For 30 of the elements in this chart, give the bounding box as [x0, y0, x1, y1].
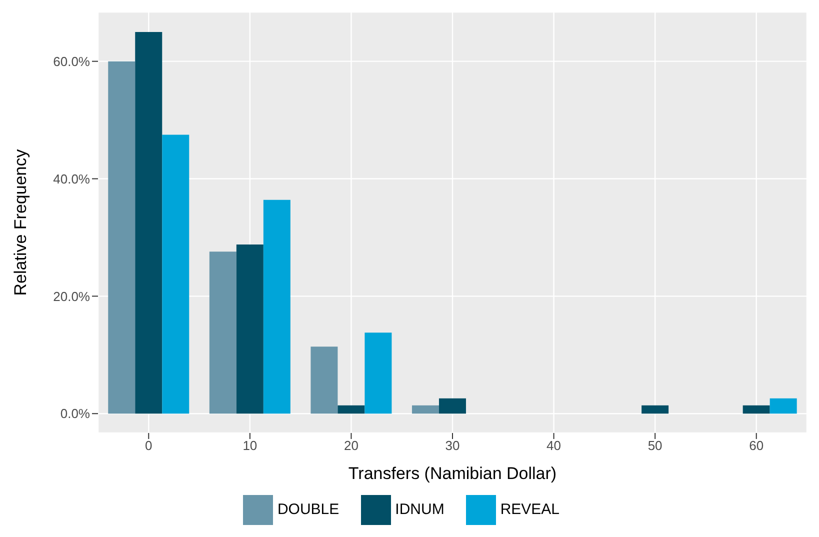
y-tick-label: 60.0%: [53, 54, 90, 69]
x-axis-title: Transfers (Namibian Dollar): [348, 464, 557, 483]
bar: [364, 332, 392, 414]
x-tick-label: 60: [749, 438, 764, 454]
bar: [108, 61, 136, 414]
bar: [642, 405, 669, 414]
y-tick-label: 40.0%: [53, 171, 90, 186]
legend-label: DOUBLE: [277, 500, 340, 518]
bar: [236, 244, 264, 414]
bar: [310, 346, 338, 414]
bar: [742, 405, 770, 414]
bar: [412, 405, 439, 414]
x-tick-label: 50: [648, 438, 662, 454]
x-tick-label: 10: [242, 438, 258, 454]
bar: [209, 252, 236, 414]
y-tick-label: 0.0%: [60, 406, 90, 422]
x-tick-label: 0: [145, 438, 152, 454]
y-axis-title: Relative Frequency: [11, 148, 30, 296]
bar: [263, 200, 290, 414]
bar: [770, 398, 797, 414]
bar: [162, 134, 190, 414]
x-tick-label: 30: [445, 438, 460, 454]
x-tick-label: 20: [344, 438, 358, 454]
bar: [135, 32, 162, 414]
y-tick-label: 20.0%: [53, 288, 90, 304]
bar: [438, 398, 466, 414]
legend-label: REVEAL: [500, 500, 560, 518]
legend-label: IDNUM: [395, 500, 444, 518]
bar: [338, 405, 365, 414]
x-tick-label: 40: [546, 438, 562, 454]
